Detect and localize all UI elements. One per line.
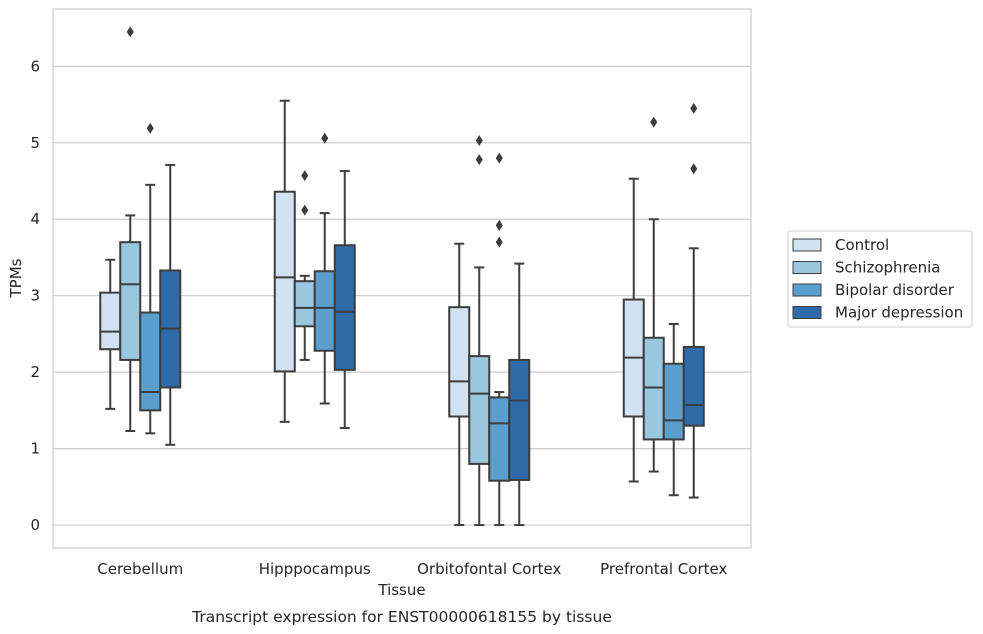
box-group: [313, 132, 336, 405]
y-tick-label: 4: [30, 210, 40, 228]
outlier-point: [126, 26, 134, 38]
box-group: [622, 177, 645, 483]
box-group: [273, 99, 296, 423]
plot-frame: [52, 8, 752, 549]
box: [333, 244, 356, 371]
grid: [53, 65, 751, 526]
box-group: [333, 170, 356, 429]
x-tick-label: Cerebellum: [97, 560, 183, 578]
outlier-point: [321, 132, 329, 144]
box: [139, 311, 162, 412]
x-axis-label: Tissue: [377, 581, 425, 599]
box: [468, 355, 491, 465]
box: [119, 241, 142, 361]
outlier-point: [301, 170, 309, 182]
x-tick-label: Orbitofontal Cortex: [417, 560, 561, 578]
legend-label: Major depression: [835, 304, 963, 322]
box-group: [468, 135, 491, 527]
legend-swatch: [792, 306, 822, 319]
legend-label: Schizophrenia: [835, 259, 940, 277]
legend: Control Schizophrenia Bipolar disorder Majo…: [787, 230, 973, 328]
legend-label: Bipolar disorder: [835, 281, 955, 299]
box: [313, 270, 336, 352]
outlier-point: [650, 116, 658, 128]
y-tick-labels: 0 1 2 3 4 5 6: [30, 57, 40, 534]
y-tick-label: 2: [30, 363, 40, 381]
box: [642, 336, 665, 441]
box-group: [293, 170, 316, 361]
boxes: [99, 26, 705, 527]
y-tick-label: 0: [30, 516, 40, 534]
legend-label: Control: [835, 236, 889, 254]
outlier-point: [690, 102, 698, 114]
box-group: [642, 116, 665, 473]
box: [508, 358, 531, 481]
box: [488, 396, 511, 482]
box: [448, 306, 471, 418]
x-tick-label: Hipppocampus: [259, 560, 371, 578]
box-group: [99, 258, 122, 410]
outlier-point: [146, 122, 154, 134]
legend-frame: [787, 230, 973, 328]
box-group: [139, 122, 162, 435]
box: [273, 190, 296, 373]
legend-swatch: [792, 283, 822, 297]
y-axis-label: TPMs: [7, 258, 25, 298]
box: [662, 362, 685, 441]
outlier-point: [475, 154, 483, 166]
y-tick-label: 3: [30, 287, 40, 305]
y-tick-label: 5: [30, 134, 40, 152]
box: [293, 280, 316, 328]
y-tick-label: 1: [30, 440, 40, 458]
box: [99, 291, 122, 351]
box-group: [488, 152, 511, 527]
box-group: [448, 242, 471, 527]
outlier-point: [475, 135, 483, 147]
legend-swatch: [792, 261, 822, 274]
box-group: [508, 262, 531, 527]
outlier-point: [495, 236, 503, 248]
box-group: [159, 163, 182, 446]
box-group: [662, 322, 685, 497]
outlier-point: [495, 219, 503, 231]
outlier-point: [690, 163, 698, 175]
box: [682, 345, 705, 427]
legend-swatch: [792, 238, 822, 252]
y-tick-label: 6: [30, 57, 40, 75]
x-tick-label: Prefrontal Cortex: [600, 560, 727, 578]
outlier-point: [301, 204, 309, 216]
outlier-point: [495, 152, 503, 164]
x-tick-labels: Cerebellum Hipppocampus Orbitofontal Corte…: [97, 560, 727, 578]
chart-caption: Transcript expression for ENST0000061815…: [191, 608, 612, 626]
legend-entries: Control Schizophrenia Bipolar disorder Majo…: [792, 236, 963, 322]
box-group: [119, 26, 142, 433]
box-group: [682, 102, 705, 499]
